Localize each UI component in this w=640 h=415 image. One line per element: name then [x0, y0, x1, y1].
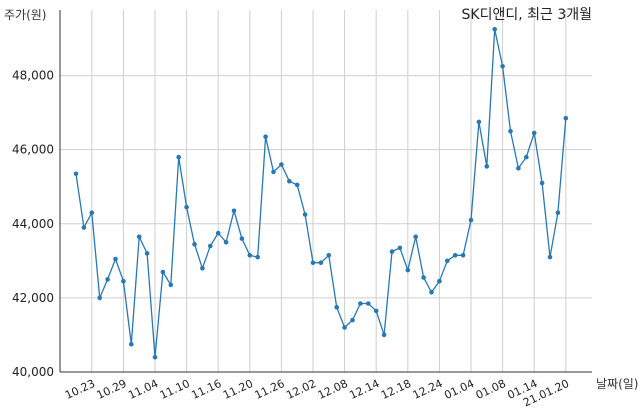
data-point [208, 243, 213, 249]
data-point [310, 260, 316, 266]
data-point [184, 204, 189, 210]
x-tick-label: 12.14 [347, 377, 381, 402]
data-point [437, 278, 442, 284]
data-point [81, 225, 87, 230]
data-point [168, 282, 174, 288]
data-point [318, 260, 324, 266]
data-point [247, 253, 253, 258]
data-point [326, 253, 332, 258]
data-point [445, 258, 450, 264]
x-tick-label: 10.29 [95, 377, 129, 402]
data-point [555, 210, 561, 215]
data-point [113, 256, 118, 262]
data-point [302, 212, 308, 217]
data-point [350, 317, 355, 323]
data-point [429, 290, 434, 295]
data-point [255, 254, 260, 260]
data-point [460, 253, 466, 258]
data-point [89, 210, 95, 215]
data-point [121, 278, 126, 284]
data-point [524, 154, 529, 160]
data-point [508, 128, 513, 134]
data-point [421, 275, 426, 280]
data-point [215, 230, 221, 236]
data-point [136, 234, 142, 240]
x-tick-label: 01.04 [442, 377, 476, 402]
x-tick-label: 10.23 [63, 377, 97, 402]
x-tick-label: 12.02 [284, 377, 318, 402]
data-point [223, 240, 229, 245]
x-tick-label: 11.20 [221, 377, 255, 402]
data-point [342, 325, 347, 330]
data-point [129, 341, 134, 347]
data-point [287, 178, 292, 184]
data-point [263, 134, 268, 139]
data-point [160, 269, 166, 275]
data-point [484, 164, 490, 169]
data-point [144, 251, 150, 256]
y-tick-label: 42,000 [12, 291, 54, 305]
axes [59, 10, 592, 373]
x-tick-label: 11.10 [158, 377, 192, 402]
data-point [231, 208, 237, 214]
data-point [500, 64, 505, 69]
data-point [539, 180, 545, 186]
data-point [373, 308, 379, 314]
price-line [75, 29, 567, 358]
grid-lines [60, 10, 592, 373]
x-tick-labels: 10.2310.2911.0411.1011.1611.2011.2612.02… [63, 377, 571, 409]
data-point [358, 301, 363, 306]
data-point [405, 267, 411, 273]
data-point [452, 253, 458, 258]
x-tick-label: 11.16 [189, 377, 223, 402]
y-axis-label: 주가(원) [4, 8, 46, 22]
x-tick-label: 11.04 [126, 377, 160, 402]
data-point [105, 277, 110, 282]
data-point [97, 295, 102, 301]
data-point [516, 165, 521, 171]
x-tick-label: 12.24 [411, 377, 445, 402]
data-point [176, 154, 181, 160]
y-tick-label: 44,000 [12, 217, 54, 231]
data-point [279, 162, 284, 167]
y-tick-labels: 40,000 42,000 44,000 46,000 48,000 [12, 69, 54, 379]
data-point [366, 301, 371, 306]
data-point [563, 115, 569, 121]
x-tick-label: 11.26 [253, 377, 287, 402]
data-point [531, 130, 537, 136]
data-point [492, 27, 498, 32]
x-tick-label: 12.08 [316, 377, 350, 402]
y-tick-label: 40,000 [12, 365, 54, 379]
data-point [73, 171, 79, 177]
data-point [413, 234, 419, 240]
data-point [192, 241, 197, 247]
x-tick-label: 01.08 [474, 377, 508, 402]
data-point [152, 354, 158, 360]
price-points [73, 27, 569, 360]
data-point [468, 217, 474, 223]
data-point [476, 119, 482, 125]
data-point [239, 236, 245, 241]
x-tick-label: 12.18 [379, 377, 413, 402]
x-axis-label: 날짜(일) [596, 377, 638, 391]
data-point [200, 266, 205, 271]
data-point [397, 245, 403, 251]
data-point [334, 304, 340, 310]
chart-title: SK디앤디, 최근 3개월 [462, 7, 593, 23]
data-point [547, 254, 553, 260]
y-tick-label: 46,000 [12, 143, 54, 157]
data-point [389, 249, 395, 254]
data-point [271, 169, 276, 175]
y-tick-label: 48,000 [12, 69, 54, 83]
data-point [381, 332, 387, 338]
data-point [294, 182, 300, 188]
